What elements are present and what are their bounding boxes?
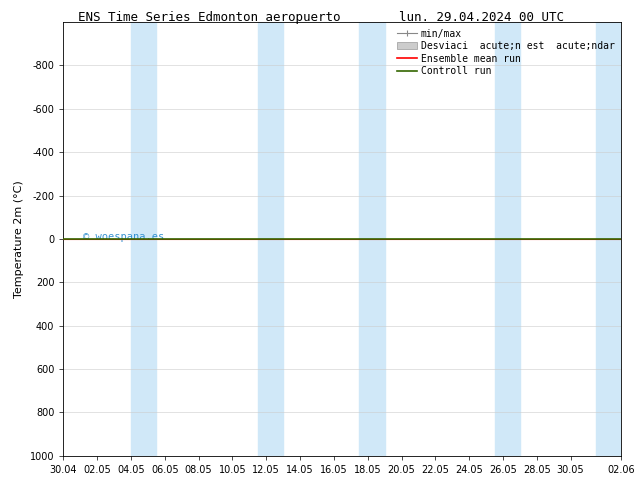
Bar xyxy=(596,22,621,456)
Bar xyxy=(131,22,157,456)
Legend: min/max, Desviaci  acute;n est  acute;ndar, Ensemble mean run, Controll run: min/max, Desviaci acute;n est acute;ndar… xyxy=(396,27,616,78)
Bar xyxy=(359,22,385,456)
Y-axis label: Temperature 2m (°C): Temperature 2m (°C) xyxy=(15,180,24,298)
Bar xyxy=(258,22,283,456)
Text: © woespana.es: © woespana.es xyxy=(83,232,164,242)
Text: lun. 29.04.2024 00 UTC: lun. 29.04.2024 00 UTC xyxy=(399,11,564,24)
Bar xyxy=(495,22,520,456)
Text: ENS Time Series Edmonton aeropuerto: ENS Time Series Edmonton aeropuerto xyxy=(78,11,340,24)
